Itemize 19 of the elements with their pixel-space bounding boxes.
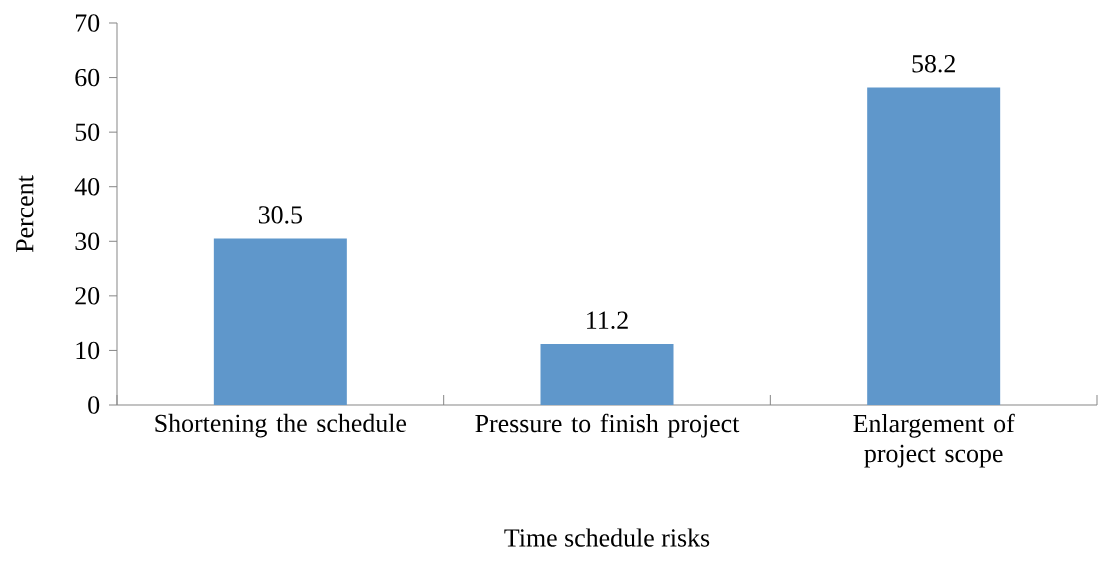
y-tick-label: 70 [75, 14, 100, 32]
x-tick-label: Enlargement of project scope [853, 413, 1015, 468]
data-label: 58.2 [912, 54, 955, 73]
y-tick-label: 50 [75, 123, 100, 141]
y-tick-label: 20 [75, 287, 100, 305]
y-tick-label: 30 [75, 232, 100, 251]
y-axis-title: Percent [16, 175, 34, 253]
y-tick-label: 40 [74, 177, 100, 196]
x-axis-title: Time schedule risks [504, 528, 710, 547]
data-label: 11.2 [587, 311, 628, 330]
bar [540, 343, 674, 405]
data-label: 30.5 [258, 206, 302, 224]
bar [867, 87, 1001, 405]
y-tick-label: 0 [88, 396, 100, 414]
y-tick-label: 10 [76, 341, 100, 360]
bar [213, 238, 347, 405]
x-tick-label: Pressure to finish project [475, 413, 740, 438]
y-tick-label: 60 [75, 68, 100, 87]
x-tick-label: Shortening the schedule [155, 413, 407, 438]
